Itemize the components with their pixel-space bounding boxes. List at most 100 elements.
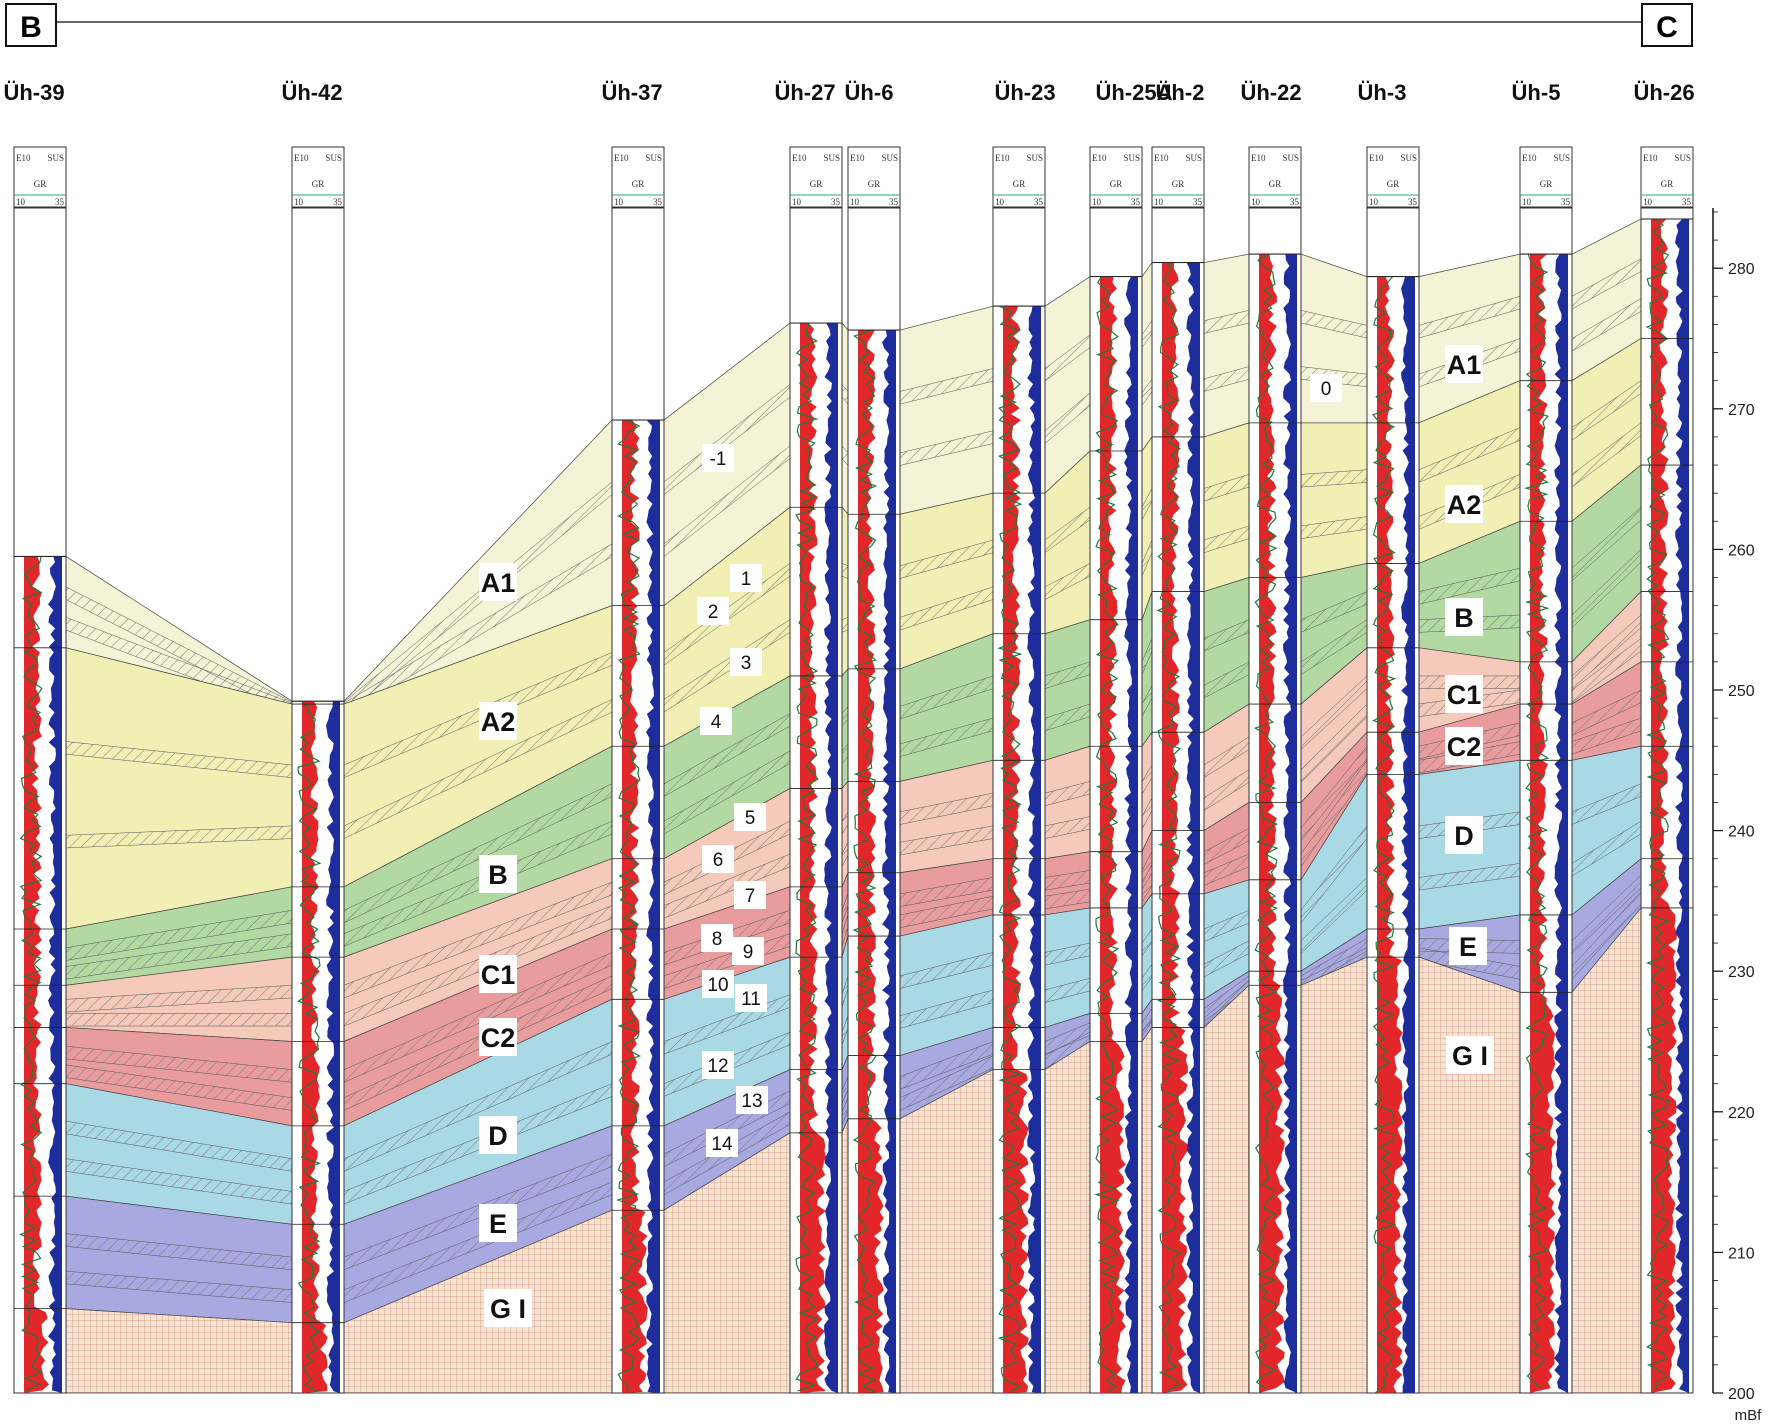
marker-label-box bbox=[734, 803, 766, 831]
well-column-empty bbox=[789, 207, 843, 324]
track-header-label: 10 bbox=[1369, 197, 1379, 207]
axis-tick-label: 260 bbox=[1728, 542, 1755, 559]
unit-label-box bbox=[1445, 345, 1483, 383]
axis-unit: mBf bbox=[1735, 1407, 1763, 1424]
track-header-label: GR bbox=[1540, 179, 1553, 189]
marker-label: 10 bbox=[707, 975, 728, 996]
well-name: Üh-23 bbox=[994, 80, 1055, 105]
unit-band-a1 bbox=[899, 305, 994, 515]
resistivity-log bbox=[1162, 262, 1188, 1394]
section-end-label: C bbox=[1656, 11, 1678, 44]
well-Üh-2: Üh-2 E10 SUS GR 10 35 bbox=[1151, 80, 1205, 1394]
marker-label: -1 bbox=[710, 449, 727, 470]
hatched-bed bbox=[841, 616, 849, 633]
track-header-label: 10 bbox=[294, 197, 304, 207]
unit-label-box bbox=[1445, 675, 1483, 713]
susceptibility-log bbox=[326, 701, 340, 1393]
unit-band-a1 bbox=[841, 322, 849, 516]
gamma-ray-log bbox=[18, 556, 43, 1391]
marker-label-box bbox=[702, 845, 734, 873]
susceptibility-log bbox=[1124, 276, 1138, 1393]
gamma-ray-log bbox=[795, 322, 819, 1392]
unit-label-box bbox=[479, 702, 517, 740]
well-column-empty bbox=[992, 207, 1046, 307]
well-Üh-42: Üh-42 E10 SUS GR 10 35 bbox=[281, 80, 345, 1394]
unit-band-gi bbox=[1418, 956, 1521, 1394]
resistivity-log bbox=[622, 420, 648, 1394]
track-header-label: 35 bbox=[333, 197, 343, 207]
axis-tick-label: 240 bbox=[1728, 824, 1755, 841]
track-header-label: 10 bbox=[1522, 197, 1532, 207]
well-name: Üh-42 bbox=[281, 80, 342, 105]
susceptibility-log bbox=[1027, 306, 1041, 1393]
unit-label-box bbox=[484, 1289, 532, 1327]
marker-label-box bbox=[730, 648, 762, 676]
marker-label-box bbox=[701, 924, 733, 952]
track-header-label: 35 bbox=[1682, 197, 1692, 207]
track-header bbox=[291, 146, 345, 208]
unit-label-b: B bbox=[1454, 603, 1474, 633]
marker-label: 14 bbox=[711, 1134, 733, 1155]
unit-band-gi bbox=[1571, 906, 1642, 1394]
unit-band-a1 bbox=[1203, 253, 1250, 438]
track-header-label: 35 bbox=[1408, 197, 1418, 207]
unit-band-d bbox=[1044, 907, 1091, 1028]
unit-label-box bbox=[479, 955, 517, 993]
track-header-label: 10 bbox=[1251, 197, 1261, 207]
marker-label: 9 bbox=[743, 942, 754, 963]
track-header bbox=[1640, 146, 1694, 208]
unit-label-box bbox=[1445, 816, 1483, 854]
unit-label-box bbox=[479, 1204, 517, 1242]
track-header-label: E10 bbox=[995, 153, 1010, 163]
gamma-ray-log bbox=[1524, 253, 1550, 1389]
unit-band-a2 bbox=[1203, 422, 1250, 593]
marker-label-box bbox=[702, 1051, 734, 1079]
track-header bbox=[611, 146, 665, 208]
track-header-label: SUS bbox=[1282, 153, 1299, 163]
track-header-label: 10 bbox=[792, 197, 802, 207]
track-header-label: 35 bbox=[831, 197, 841, 207]
unit-label-box bbox=[1446, 1036, 1494, 1074]
track-header-label: 10 bbox=[995, 197, 1005, 207]
track-header-label: E10 bbox=[614, 153, 629, 163]
well-column-empty bbox=[1248, 207, 1302, 255]
unit-label-e: E bbox=[489, 1209, 507, 1239]
track-header-label: GR bbox=[1269, 179, 1282, 189]
unit-label-box bbox=[479, 1116, 517, 1154]
marker-label-box bbox=[734, 881, 766, 909]
well-column-empty bbox=[291, 207, 345, 702]
track-header bbox=[847, 146, 901, 208]
depth-axis: mBf 200 210 220 230 240 250 260 270 280 bbox=[1712, 208, 1763, 1424]
stratigraphic-units bbox=[65, 218, 1642, 1394]
well-column-empty bbox=[13, 207, 67, 557]
track-header-label: SUS bbox=[47, 153, 64, 163]
track-header bbox=[1151, 146, 1205, 208]
unit-label-e: E bbox=[1459, 932, 1477, 962]
well-name: Üh-22 bbox=[1240, 80, 1301, 105]
unit-label-box bbox=[479, 855, 517, 893]
track-header-label: GR bbox=[34, 179, 47, 189]
unit-label-a1: A1 bbox=[481, 568, 516, 598]
resistivity-log bbox=[1003, 306, 1029, 1393]
marker-label: 12 bbox=[707, 1056, 728, 1077]
well-name: Üh-2 bbox=[1156, 80, 1205, 105]
track-header bbox=[1089, 146, 1143, 208]
well-Üh-22: Üh-22 E10 SUS GR 10 35 bbox=[1240, 80, 1302, 1394]
track-header-label: E10 bbox=[792, 153, 807, 163]
track-header bbox=[1248, 146, 1302, 208]
well-name: Üh-26 bbox=[1633, 80, 1694, 105]
section-start-label: B bbox=[20, 11, 42, 44]
well-Üh-5: Üh-5 E10 SUS GR 10 35 bbox=[1512, 80, 1573, 1394]
well-name: Üh-37 bbox=[601, 80, 662, 105]
unit-band-gi bbox=[1141, 1026, 1153, 1394]
hatched-bed bbox=[841, 563, 849, 579]
axis-tick-label: 250 bbox=[1728, 683, 1755, 700]
track-header-label: 10 bbox=[16, 197, 26, 207]
unit-label-gi: G I bbox=[490, 1294, 526, 1324]
gamma-ray-log bbox=[1645, 218, 1671, 1390]
unit-label-box bbox=[479, 1018, 517, 1056]
marker-label: 0 bbox=[1321, 379, 1332, 400]
track-header-label: 10 bbox=[1092, 197, 1102, 207]
